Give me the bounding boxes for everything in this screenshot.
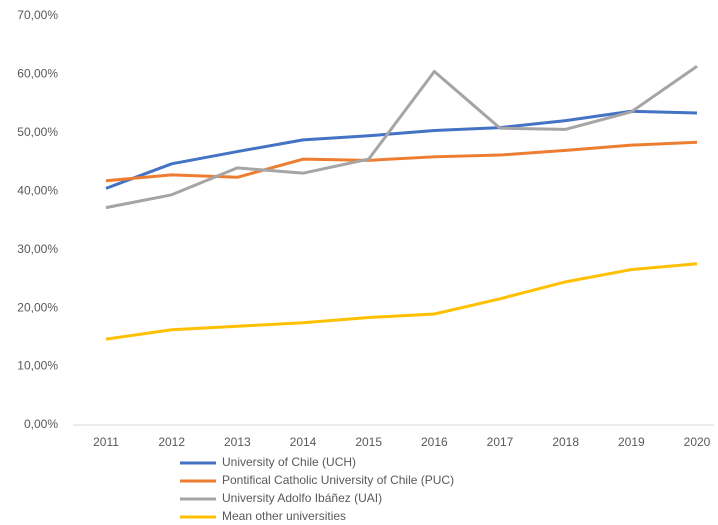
y-tick-label: 60,00% <box>17 67 58 81</box>
legend-label: Mean other universities <box>222 509 346 523</box>
legend-label: Pontifical Catholic University of Chile … <box>222 473 454 487</box>
x-tick-label: 2012 <box>158 435 185 449</box>
y-tick-label: 10,00% <box>17 359 58 373</box>
x-tick-label: 2019 <box>618 435 645 449</box>
series-line <box>105 65 698 210</box>
x-tick-label: 2015 <box>355 435 382 449</box>
x-tick-label: 2011 <box>93 435 119 449</box>
y-tick-label: 0,00% <box>24 417 58 431</box>
x-tick-label: 2014 <box>290 435 317 449</box>
legend-label: University of Chile (UCH) <box>222 455 356 469</box>
y-tick-label: 50,00% <box>17 125 58 139</box>
y-tick-label: 20,00% <box>17 300 58 314</box>
y-tick-label: 40,00% <box>17 183 58 197</box>
legend-label: University Adolfo Ibáñez (UAI) <box>222 491 382 505</box>
x-tick-label: 2016 <box>421 435 448 449</box>
x-tick-label: 2017 <box>487 435 514 449</box>
x-tick-label: 2020 <box>684 435 711 449</box>
x-tick-label: 2013 <box>224 435 251 449</box>
y-tick-label: 30,00% <box>17 242 58 256</box>
series-line <box>105 262 698 341</box>
x-tick-label: 2018 <box>552 435 579 449</box>
y-tick-label: 70,00% <box>17 8 58 22</box>
series-line <box>105 109 698 190</box>
series-line <box>105 140 698 183</box>
